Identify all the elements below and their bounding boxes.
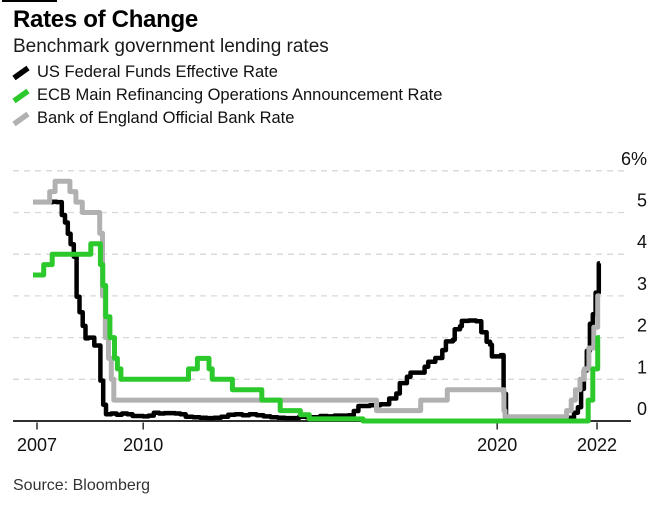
legend-item-ecb: ECB Main Refinancing Operations Announce… — [11, 84, 442, 107]
x-tick-label: 2010 — [123, 435, 163, 455]
x-tick-label: 2020 — [477, 435, 517, 455]
x-tick-label: 2007 — [17, 435, 57, 455]
series-line-1 — [33, 241, 601, 424]
y-axis-label: 3 — [637, 274, 647, 294]
chart-subtitle: Benchmark government lending rates — [13, 36, 329, 57]
y-axis-label: 5 — [637, 191, 647, 211]
y-axis-label: 0 — [637, 399, 647, 419]
legend-label: Bank of England Official Bank Rate — [37, 109, 295, 127]
y-axis-label: 6% — [621, 149, 647, 169]
source-text: Source: Bloomberg — [13, 477, 150, 494]
series-line-2 — [33, 178, 601, 420]
legend-label: ECB Main Refinancing Operations Announce… — [37, 86, 443, 104]
line-swatch-icon — [12, 88, 30, 103]
series-line-0 — [33, 199, 602, 422]
top-crop-rule — [2, 0, 57, 2]
y-axis-label: 1 — [637, 357, 647, 377]
x-tick-label: 2022 — [577, 435, 617, 455]
legend-item-boe: Bank of England Official Bank Rate — [11, 107, 442, 130]
y-axis-label: 2 — [637, 316, 647, 336]
legend-item-us-fed: US Federal Funds Effective Rate — [11, 61, 442, 84]
page-title: Rates of Change — [13, 6, 198, 33]
chart-legend: US Federal Funds Effective Rate ECB Main… — [11, 61, 442, 130]
y-axis-label: 4 — [637, 232, 647, 252]
line-swatch-icon — [12, 65, 30, 80]
line-swatch-icon — [12, 111, 30, 126]
legend-label: US Federal Funds Effective Rate — [37, 63, 278, 81]
